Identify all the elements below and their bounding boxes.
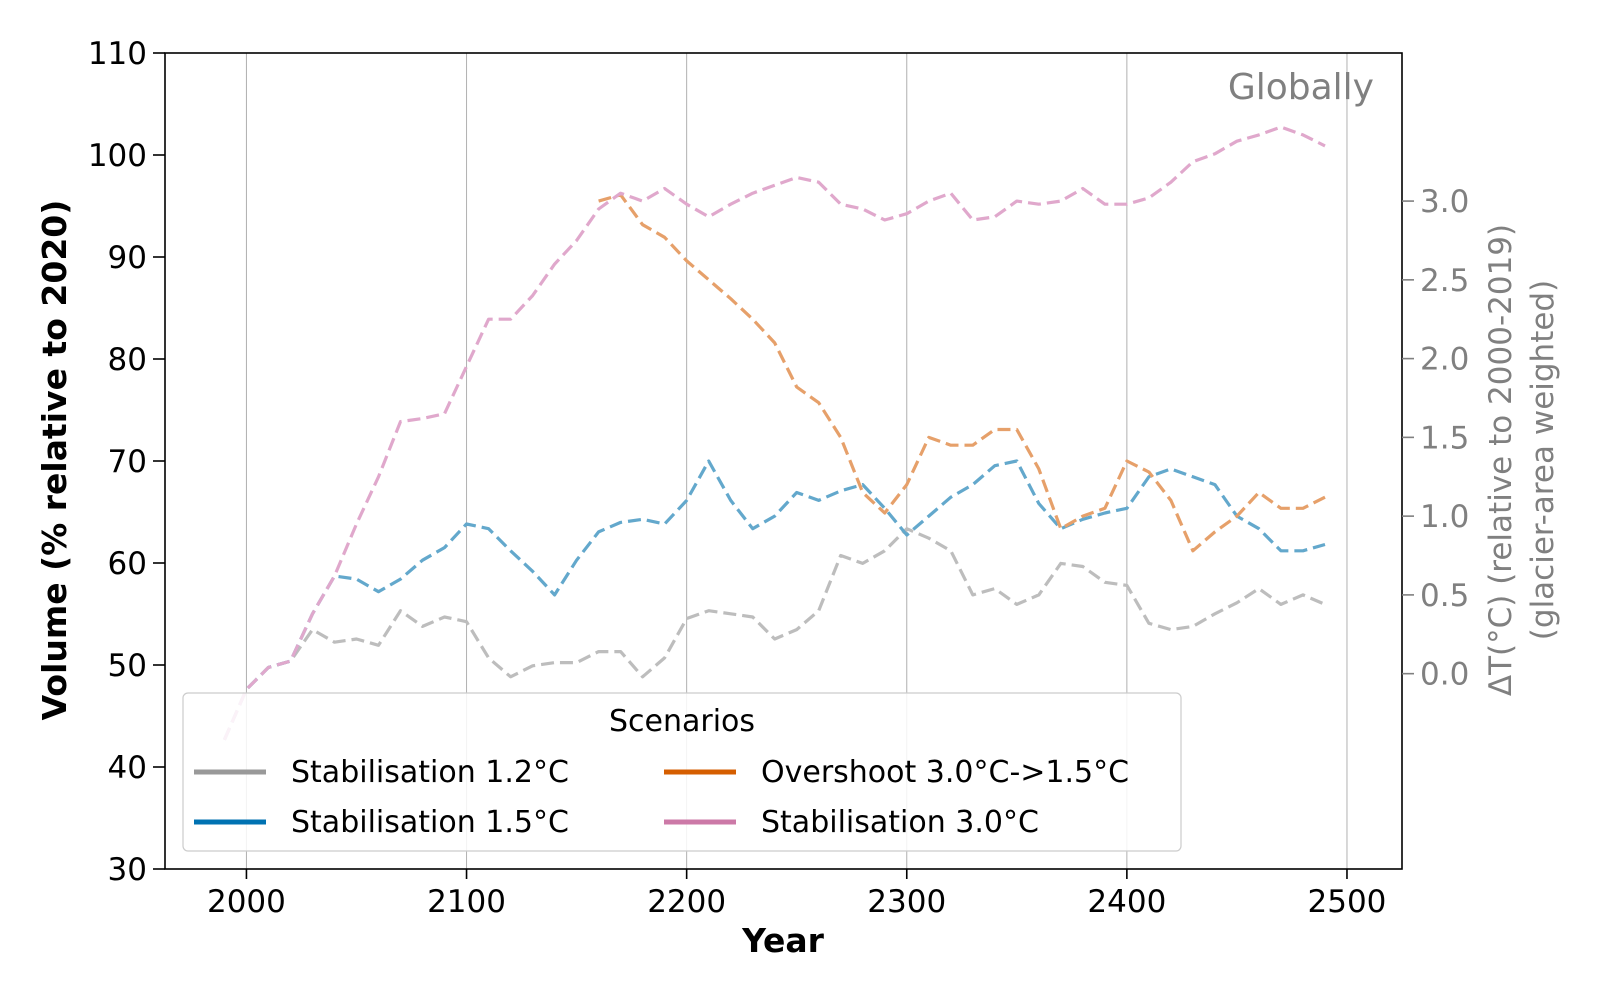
x-tick-label: 2200 bbox=[647, 884, 726, 920]
x-tick-label: 2500 bbox=[1308, 884, 1387, 920]
y-tick-label: 110 bbox=[88, 36, 147, 72]
corner-label: Globally bbox=[1228, 67, 1374, 108]
series-line-0 bbox=[222, 527, 1326, 741]
legend-label-overshoot-3-0-1-5: Overshoot 3.0°C->1.5°C bbox=[761, 755, 1129, 790]
y-tick-label: 100 bbox=[88, 138, 147, 174]
legend-title: Scenarios bbox=[609, 704, 755, 739]
y-tick-label: 40 bbox=[108, 750, 147, 786]
x-tick-label: 2000 bbox=[207, 884, 286, 920]
y-tick-label: 30 bbox=[108, 852, 147, 888]
series-line-3 bbox=[222, 125, 1326, 741]
legend-label-stabilisation-3-0: Stabilisation 3.0°C bbox=[761, 805, 1039, 840]
series-line-1 bbox=[222, 459, 1326, 741]
y2-tick-label: 2.5 bbox=[1420, 263, 1469, 299]
y-tick-label: 80 bbox=[108, 342, 147, 378]
y-tick-label: 90 bbox=[108, 240, 147, 276]
x-tick-label: 2400 bbox=[1087, 884, 1166, 920]
x-tick-label: 2300 bbox=[867, 884, 946, 920]
y-axis-label: Volume (% relative to 2020) bbox=[35, 200, 74, 721]
y2-tick-label: 0.0 bbox=[1420, 657, 1469, 693]
y2-axis-label-line2: (glacier-area weighted) bbox=[1525, 280, 1561, 640]
x-tick-label: 2100 bbox=[427, 884, 506, 920]
y2-axis-label-line1: ΔT(°C) (relative to 2000-2019) bbox=[1483, 224, 1519, 696]
y2-tick-label: 1.5 bbox=[1420, 420, 1469, 456]
y2-tick-label: 2.0 bbox=[1420, 342, 1469, 378]
legend-label-stabilisation-1-2: Stabilisation 1.2°C bbox=[291, 755, 569, 790]
y-tick-label: 50 bbox=[108, 648, 147, 684]
y2-tick-label: 3.0 bbox=[1420, 184, 1469, 220]
y-tick-label: 60 bbox=[108, 546, 147, 582]
x-axis-label: Year bbox=[741, 921, 825, 960]
y2-tick-label: 1.0 bbox=[1420, 499, 1469, 535]
series-layer bbox=[222, 125, 1326, 741]
legend-label-stabilisation-1-5: Stabilisation 1.5°C bbox=[291, 805, 569, 840]
y-tick-label: 70 bbox=[108, 444, 147, 480]
y2-tick-label: 0.5 bbox=[1420, 578, 1469, 614]
legend: Scenarios Stabilisation 1.2°C Stabilisat… bbox=[182, 692, 1182, 852]
axis-layer: 2000 2100 2200 2300 2400 2500 30 40 50 60 70 80 90 10… bbox=[88, 36, 1469, 920]
series-line-2 bbox=[598, 193, 1326, 553]
